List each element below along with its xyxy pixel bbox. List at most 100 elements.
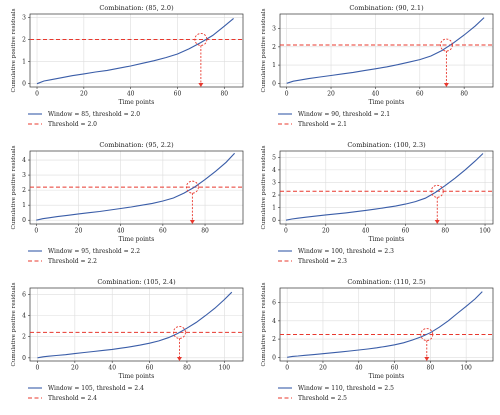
x-axis-label: Time points [369,373,405,380]
chart-panel-4: Combination: (100, 2.3) 0 20 40 60 80 100 0 1 2 3 4… [250,137,500,274]
x-tick-label: 80 [441,228,449,235]
residual-series-line [37,291,233,359]
x-axis-label: Time points [369,236,405,243]
x-tick-label: 40 [372,91,380,98]
x-tick-label: 80 [201,228,209,235]
y-axis-label: Cumulative positive residuals [261,145,267,229]
x-tick-label: 20 [319,365,327,372]
crossing-arrow-head [443,83,449,87]
x-tick-label: 60 [402,228,410,235]
x-tick-label: 100 [479,228,491,235]
crossing-arrow-head [424,357,430,361]
x-tick-label: 20 [327,91,335,98]
x-tick-label: 40 [362,228,370,235]
x-axis-label: Time points [369,99,405,106]
y-axis-label: Cumulative positive residuals [261,282,267,366]
plot-frame [279,13,494,88]
x-tick-label: 40 [117,228,125,235]
y-tick-label: 1 [272,62,276,69]
x-tick-label: 100 [460,365,472,372]
chart-title: Combination: (85, 2.0) [99,4,174,12]
x-tick-label: 20 [71,365,79,372]
y-axis-label: Cumulative positive residuals [11,8,17,92]
y-tick-label: 1 [22,202,26,209]
plot-frame [279,150,494,225]
legend-label-threshold: Threshold = 2.3 [298,258,347,265]
residual-series-line [36,17,234,85]
chart-title: Combination: (105, 2.4) [97,278,176,286]
legend-label-series: Window = 85, threshold = 2.0 [48,111,140,118]
legend-label-threshold: Threshold = 2.4 [48,395,97,402]
x-tick-label: 100 [219,365,231,372]
x-tick-label: 20 [322,228,330,235]
legend-label-threshold: Threshold = 2.5 [298,395,347,402]
x-tick-label: 0 [36,365,40,372]
y-tick-label: 1 [22,59,26,66]
y-axis-label: Cumulative positive residuals [11,282,17,366]
y-tick-label: 3 [22,14,26,21]
y-tick-label: 2 [22,36,26,43]
y-axis-label: Cumulative positive residuals [261,8,267,92]
y-tick-label: 4 [22,157,26,164]
chart-title: Combination: (100, 2.3) [347,141,426,149]
x-tick-label: 0 [34,228,38,235]
legend-label-series: Window = 90, threshold = 2.1 [298,111,390,118]
y-tick-label: 2 [272,192,276,199]
y-tick-label: 1 [272,205,276,212]
chart-panel-3: Combination: (95, 2.2) 0 20 40 60 80 0 1 2 3 4 Time… [0,137,250,274]
y-tick-label: 4 [272,318,276,325]
chart-panel-1: Combination: (85, 2.0) 0 20 40 60 80 0 1 2 3 Time … [0,0,250,137]
crossing-circle [420,328,434,341]
chart-svg: Combination: (110, 2.5) 0 20 40 60 80 100 0 2 4 6 T… [261,278,494,402]
chart-svg: Combination: (105, 2.4) 0 20 40 60 80 100 0 2 4 6 T… [11,278,244,402]
residual-series-line [286,17,485,84]
y-tick-label: 4 [272,167,276,174]
crossing-arrow-head [176,357,182,361]
y-tick-label: 0 [272,80,276,87]
chart-panel-2: Combination: (90, 2.1) 0 20 40 60 80 0 1 2 3 Time … [250,0,500,137]
y-tick-label: 0 [22,355,26,362]
x-tick-label: 80 [427,365,435,372]
x-tick-label: 20 [75,228,83,235]
y-tick-label: 0 [22,81,26,88]
x-tick-label: 80 [183,365,191,372]
legend-label-threshold: Threshold = 2.1 [298,121,347,128]
x-tick-label: 60 [416,91,424,98]
x-tick-label: 60 [174,91,182,98]
crossing-circle [194,32,208,46]
crossing-circle [439,38,453,52]
chart-title: Combination: (90, 2.1) [349,4,424,12]
crossing-arrow-head [434,220,440,224]
residual-series-line [36,152,235,221]
chart-svg: Combination: (85, 2.0) 0 20 40 60 80 0 1 2 3 Time … [11,4,244,128]
x-tick-label: 80 [220,91,228,98]
y-axis-label: Cumulative positive residuals [11,145,17,229]
x-tick-label: 0 [284,228,288,235]
y-tick-label: 4 [22,313,26,320]
legend-label-series: Window = 100, threshold = 2.3 [298,248,394,255]
crossing-circle [173,325,186,339]
x-tick-label: 0 [35,91,39,98]
x-tick-label: 60 [391,365,399,372]
chart-title: Combination: (110, 2.5) [347,278,426,286]
x-tick-label: 0 [285,91,289,98]
residual-series-line [285,153,484,221]
chart-svg: Combination: (90, 2.1) 0 20 40 60 80 0 1 2 3 Time … [261,4,494,128]
plot-frame [279,287,494,362]
legend-label-series: Window = 105, threshold = 2.4 [48,385,144,392]
crossing-circle [430,184,444,198]
y-tick-label: 0 [272,354,276,361]
x-tick-label: 40 [355,365,363,372]
residual-series-line [287,291,483,358]
chart-title: Combination: (95, 2.2) [99,141,174,149]
chart-panel-5: Combination: (105, 2.4) 0 20 40 60 80 100 0 2 4 6 T… [0,274,250,411]
x-tick-label: 40 [127,91,135,98]
y-tick-label: 3 [272,179,276,186]
chart-svg: Combination: (95, 2.2) 0 20 40 60 80 0 1 2 3 4 Time… [11,141,244,265]
y-tick-label: 2 [22,187,26,194]
crossing-arrow-head [198,83,204,87]
x-axis-label: Time points [119,99,155,106]
x-tick-label: 20 [80,91,88,98]
plot-frame [29,287,244,362]
crossing-arrow-head [189,220,195,224]
